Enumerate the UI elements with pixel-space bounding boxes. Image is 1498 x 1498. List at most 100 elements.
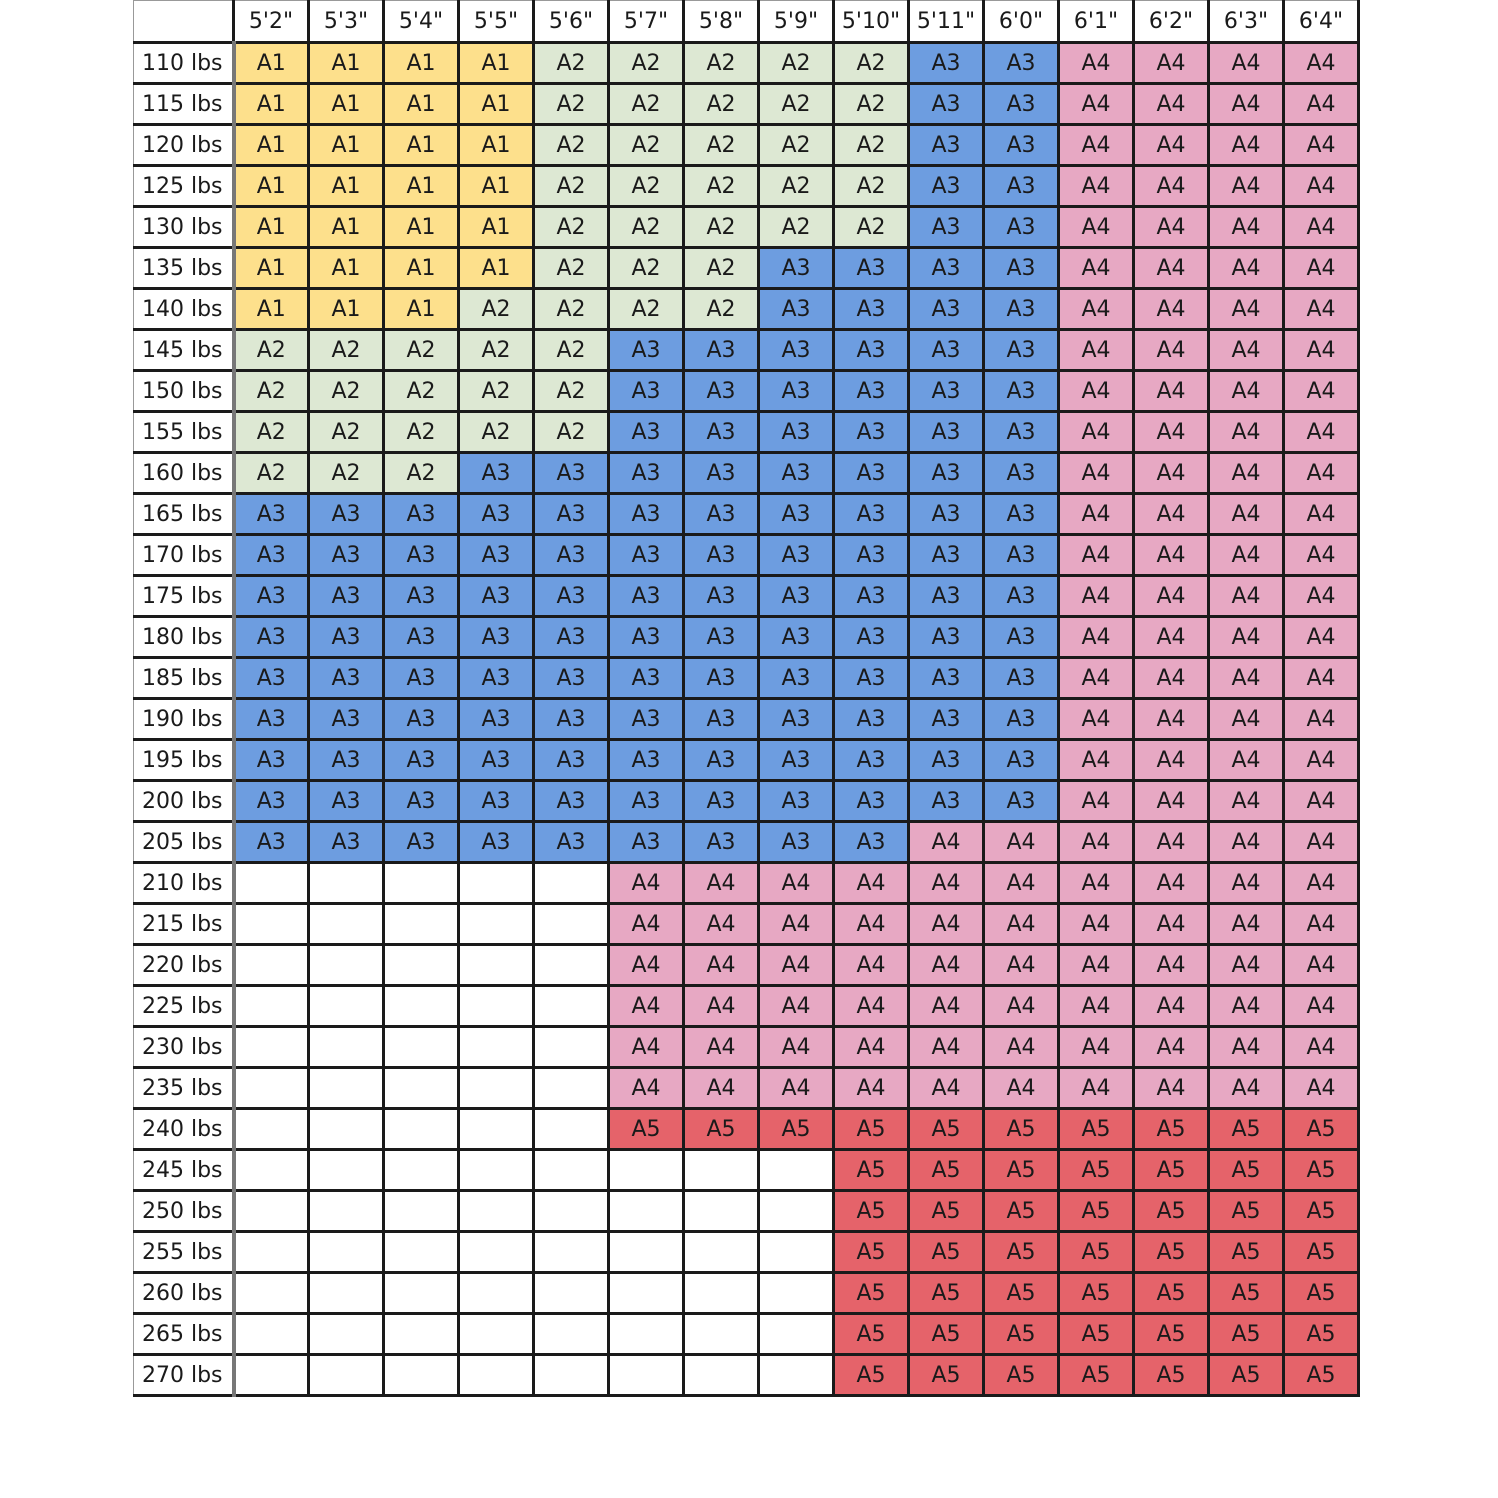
weight-row: 185 lbs A3 A3 A3 A3 A3 A3 A3 A3 A3 A3 A3 A4 A4 A4 A4 [133, 656, 1360, 700]
size-cell: A4 [1207, 820, 1285, 864]
size-cell: A3 [457, 533, 535, 577]
height-header: 5'6" [532, 0, 610, 44]
size-cell: A3 [607, 656, 685, 700]
size-cell: A4 [1207, 1025, 1285, 1069]
size-cell: A4 [1057, 738, 1135, 782]
size-cell: A4 [907, 861, 985, 905]
size-cell: A5 [1057, 1107, 1135, 1151]
size-cell: A3 [982, 410, 1060, 454]
weight-label: 150 lbs [133, 369, 236, 413]
size-cell: A4 [1132, 205, 1210, 249]
size-cell: A4 [1057, 82, 1135, 126]
size-cell: A4 [1057, 369, 1135, 413]
size-cell: A3 [907, 41, 985, 85]
size-cell: A5 [1132, 1353, 1210, 1397]
size-cell: A3 [232, 656, 310, 700]
weight-row: 260 lbs A5 A5 A5 A5 A5 A5 A5 [133, 1271, 1360, 1315]
size-cell: A2 [307, 410, 385, 454]
size-cell: A2 [532, 123, 610, 167]
size-cell: A3 [307, 615, 385, 659]
size-cell: A3 [982, 246, 1060, 290]
size-cell: A1 [382, 82, 460, 126]
size-cell: A1 [457, 123, 535, 167]
size-cell: A2 [607, 164, 685, 208]
height-header: 5'3" [307, 0, 385, 44]
size-cell: A4 [982, 943, 1060, 987]
size-cell: A1 [307, 205, 385, 249]
size-cell: A5 [907, 1353, 985, 1397]
size-cell: A4 [757, 902, 835, 946]
size-cell: A2 [682, 41, 760, 85]
size-cell: A4 [1132, 164, 1210, 208]
size-cell: A4 [832, 1066, 910, 1110]
size-cell: A1 [457, 82, 535, 126]
size-cell: A3 [307, 656, 385, 700]
size-cell: A3 [982, 369, 1060, 413]
size-cell: A2 [532, 287, 610, 331]
size-cell: A4 [757, 943, 835, 987]
size-cell: A4 [1132, 656, 1210, 700]
size-cell [232, 1066, 310, 1110]
size-cell: A4 [1282, 1025, 1360, 1069]
size-cell: A3 [682, 574, 760, 618]
size-cell: A4 [907, 820, 985, 864]
size-cell: A4 [1282, 82, 1360, 126]
size-cell [607, 1189, 685, 1233]
size-cell: A3 [832, 287, 910, 331]
size-cell: A4 [1282, 451, 1360, 495]
size-cell: A3 [982, 451, 1060, 495]
size-cell: A3 [532, 697, 610, 741]
size-cell: A3 [532, 779, 610, 823]
size-cell: A4 [682, 984, 760, 1028]
size-cell: A4 [1207, 738, 1285, 782]
size-cell: A2 [232, 369, 310, 413]
size-cell: A5 [1282, 1271, 1360, 1315]
height-header: 6'0" [982, 0, 1060, 44]
size-cell: A3 [907, 615, 985, 659]
size-cell [457, 861, 535, 905]
size-cell: A4 [1207, 328, 1285, 372]
height-header: 5'7" [607, 0, 685, 44]
size-cell [532, 1271, 610, 1315]
chart-body: 110 lbs A1 A1 A1 A1 A2 A2 A2 A2 A2 A3 A3 A4 A4 A4 A4 115… [133, 41, 1360, 1397]
size-cell: A4 [982, 902, 1060, 946]
weight-label: 185 lbs [133, 656, 236, 700]
size-cell: A3 [232, 779, 310, 823]
size-cell: A3 [457, 451, 535, 495]
size-cell [682, 1312, 760, 1356]
size-cell [307, 1066, 385, 1110]
size-cell: A3 [382, 697, 460, 741]
size-cell: A4 [1282, 861, 1360, 905]
size-cell: A3 [457, 738, 535, 782]
size-cell: A4 [607, 861, 685, 905]
size-cell: A4 [1057, 697, 1135, 741]
size-cell: A1 [307, 123, 385, 167]
size-cell: A4 [1207, 533, 1285, 577]
size-cell: A4 [1057, 451, 1135, 495]
weight-row: 160 lbs A2 A2 A2 A3 A3 A3 A3 A3 A3 A3 A3 A4 A4 A4 A4 [133, 451, 1360, 495]
size-cell: A4 [1057, 615, 1135, 659]
size-cell: A5 [1057, 1312, 1135, 1356]
size-cell: A3 [982, 615, 1060, 659]
size-cell [232, 1312, 310, 1356]
size-cell: A3 [757, 820, 835, 864]
size-cell: A4 [1282, 574, 1360, 618]
size-cell: A2 [757, 41, 835, 85]
size-cell [532, 1025, 610, 1069]
size-cell: A4 [1057, 861, 1135, 905]
size-cell: A3 [832, 779, 910, 823]
size-cell: A4 [1282, 779, 1360, 823]
size-cell: A4 [982, 1025, 1060, 1069]
size-cell [757, 1312, 835, 1356]
size-cell: A3 [532, 820, 610, 864]
weight-row: 115 lbs A1 A1 A1 A1 A2 A2 A2 A2 A2 A3 A3 A4 A4 A4 A4 [133, 82, 1360, 126]
size-cell: A4 [1282, 492, 1360, 536]
size-cell: A2 [232, 328, 310, 372]
size-cell: A2 [457, 410, 535, 454]
size-cell: A2 [532, 410, 610, 454]
size-cell: A3 [232, 492, 310, 536]
size-cell: A3 [982, 697, 1060, 741]
size-cell: A3 [532, 656, 610, 700]
weight-row: 130 lbs A1 A1 A1 A1 A2 A2 A2 A2 A2 A3 A3 A4 A4 A4 A4 [133, 205, 1360, 249]
size-cell: A5 [1057, 1230, 1135, 1274]
